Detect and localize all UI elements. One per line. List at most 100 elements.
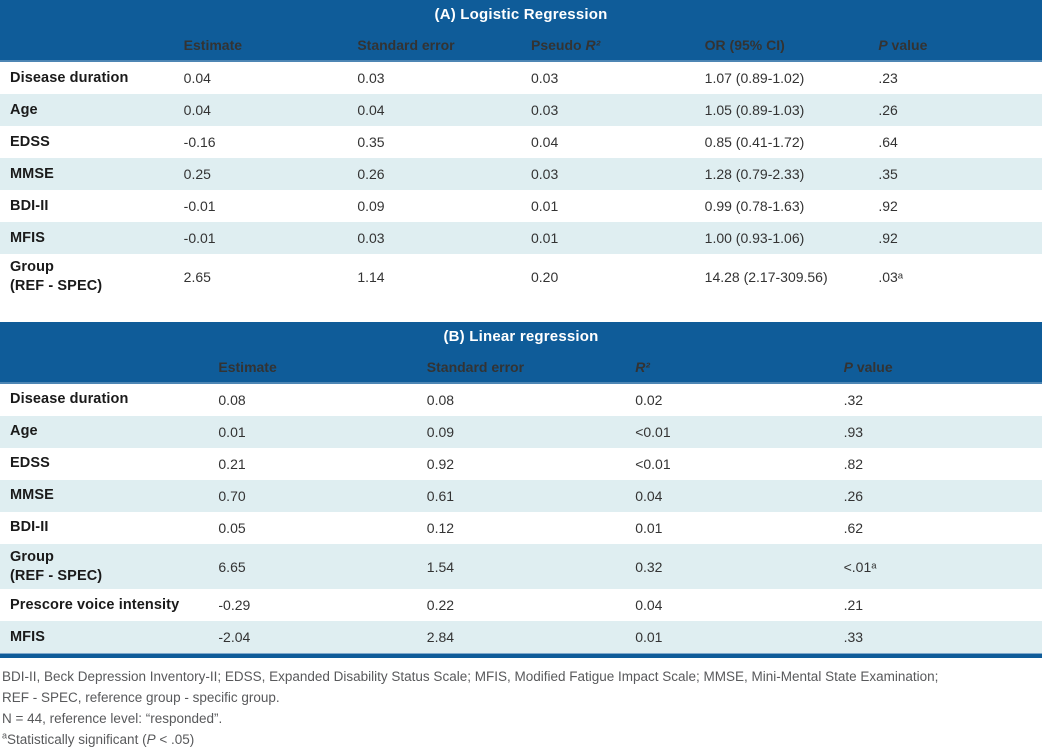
value-se: 0.61 — [426, 487, 455, 504]
value-se: 0.09 — [426, 423, 455, 440]
table-row: Disease duration 0.08 0.08 0.02 .32 — [0, 383, 1042, 416]
value-p: .32 — [843, 391, 864, 408]
value-r2: 0.03 — [531, 70, 559, 86]
bottom-rule — [0, 653, 1042, 659]
value-estimate: -0.29 — [218, 597, 251, 614]
value-se: 1.14 — [357, 268, 385, 285]
table-b-title: (B) Linear regression — [0, 321, 1042, 352]
value-p: .93 — [843, 423, 864, 440]
value-r2: 0.01 — [531, 198, 559, 214]
value-estimate: 0.70 — [218, 487, 246, 504]
row-label: Prescore voice intensity — [10, 596, 180, 613]
value-r2: 0.01 — [531, 230, 559, 246]
value-se: 0.35 — [357, 134, 385, 150]
row-label: Disease duration — [10, 391, 129, 408]
value-p: .82 — [843, 455, 864, 472]
p-symbol: P — [146, 732, 156, 748]
value-se: 0.09 — [357, 198, 385, 214]
table-b-title-text: (B) Linear regression — [443, 327, 599, 345]
value-estimate: 0.01 — [218, 423, 246, 440]
row-label: Disease duration — [10, 69, 129, 86]
value-se: 0.03 — [357, 70, 385, 86]
value-or: 0.99 (0.78-1.63) — [704, 198, 805, 214]
row-label: MFIS — [10, 628, 46, 645]
table-spacer — [0, 299, 1042, 322]
table-row: MMSE 0.25 0.26 0.03 1.28 (0.79-2.33) .35 — [0, 158, 1042, 190]
value-or: 1.00 (0.93-1.06) — [704, 230, 805, 246]
footnotes: BDI-II, Beck Depression Inventory-II; ED… — [0, 658, 1042, 756]
value-estimate: -0.01 — [183, 198, 216, 214]
value-or: 1.07 (0.89-1.02) — [704, 70, 805, 86]
value-estimate: 0.05 — [218, 519, 246, 536]
table-a-header-standard-error: Standard error — [357, 37, 455, 53]
value-se: 0.03 — [357, 230, 385, 246]
value-r2: 0.01 — [635, 629, 663, 646]
row-label: Group (REF - SPEC) — [10, 259, 103, 294]
table-b-linear-regression: (B) Linear regression Estimate Standard … — [0, 321, 1042, 654]
table-a-body: Disease duration 0.04 0.03 0.03 1.07 (0.89-1… — [0, 62, 1042, 300]
value-r2: <0.01 — [635, 423, 671, 440]
value-se: 0.22 — [426, 597, 455, 614]
footnote-significance: aStatistically significant (P < .05) — [2, 729, 1040, 750]
table-row: Group (REF - SPEC) 2.65 1.14 0.20 14.28 (2.17… — [0, 254, 1042, 300]
value-estimate: -2.04 — [218, 629, 251, 646]
value-or: 1.05 (0.89-1.03) — [704, 102, 805, 118]
table-a-header-estimate: Estimate — [183, 37, 243, 53]
p-symbol: P — [843, 358, 853, 375]
p-value-label: value — [887, 37, 928, 53]
value-r2: 0.01 — [635, 519, 663, 536]
table-row: MFIS -2.04 2.84 0.01 .33 — [0, 621, 1042, 654]
table-row: Disease duration 0.04 0.03 0.03 1.07 (0.89-1… — [0, 62, 1042, 94]
table-row: Age 0.04 0.04 0.03 1.05 (0.89-1.03) .26 — [0, 94, 1042, 126]
r2-symbol: R² — [585, 37, 601, 53]
value-r2: 0.03 — [531, 102, 559, 118]
p-value-label: value — [852, 358, 893, 375]
footnote-ref-spec: REF - SPEC, reference group - specific g… — [2, 690, 280, 706]
value-or: 0.85 (0.41-1.72) — [704, 134, 805, 150]
row-label: BDI-II — [10, 197, 49, 214]
footnote-sample-size: N = 44, reference level: “responded”. — [2, 711, 223, 727]
footnote-significance-text: Statistically significant ( — [7, 732, 147, 748]
table-row: Age 0.01 0.09 <0.01 .93 — [0, 415, 1042, 448]
table-b-header-p-value: P value — [834, 359, 1042, 375]
value-p: .26 — [878, 102, 898, 118]
r2-symbol: R² — [635, 358, 650, 375]
table-b-body: Disease duration 0.08 0.08 0.02 .32 Age 0.01 0.… — [0, 383, 1042, 654]
table-a-header-p-value: P value — [868, 37, 1042, 53]
value-estimate: 6.65 — [218, 558, 246, 575]
value-se: 0.92 — [426, 455, 455, 472]
row-label: MMSE — [10, 165, 54, 182]
value-or: 14.28 (2.17-309.56) — [704, 268, 828, 285]
table-row: Group (REF - SPEC) 6.65 1.54 0.32 <.01ᵃ — [0, 543, 1042, 590]
value-p: .92 — [878, 230, 898, 246]
value-r2: 0.20 — [531, 268, 559, 285]
value-estimate: -0.16 — [183, 134, 216, 150]
table-b-header-row: Estimate Standard error R² P value — [0, 351, 1042, 384]
value-r2: 0.03 — [531, 166, 559, 182]
value-se: 0.26 — [357, 166, 385, 182]
value-or: 1.28 (0.79-2.33) — [704, 166, 805, 182]
value-p: .62 — [843, 519, 864, 536]
value-estimate: 0.08 — [218, 391, 246, 408]
value-p: .26 — [843, 487, 864, 504]
value-estimate: 0.21 — [218, 455, 246, 472]
value-estimate: 2.65 — [183, 268, 211, 285]
value-estimate: 0.04 — [183, 70, 211, 86]
footnote-significance-threshold: < .05) — [155, 732, 195, 748]
table-a-logistic-regression: (A) Logistic Regression Estimate Standar… — [0, 0, 1042, 300]
row-label: EDSS — [10, 455, 50, 472]
row-label: Age — [10, 423, 38, 440]
value-estimate: 0.04 — [183, 102, 211, 118]
table-a-header-row: Estimate Standard error Pseudo R² OR (95… — [0, 30, 1042, 62]
value-estimate: 0.25 — [183, 166, 211, 182]
table-a-title: (A) Logistic Regression — [0, 0, 1042, 30]
value-p: .35 — [878, 166, 898, 182]
row-label: Group (REF - SPEC) — [10, 548, 103, 584]
row-label: Age — [10, 101, 38, 118]
value-r2: 0.32 — [635, 558, 663, 575]
table-row: BDI-II 0.05 0.12 0.01 .62 — [0, 511, 1042, 544]
table-row: MMSE 0.70 0.61 0.04 .26 — [0, 479, 1042, 512]
value-se: 1.54 — [426, 558, 455, 575]
p-symbol: P — [878, 37, 888, 53]
